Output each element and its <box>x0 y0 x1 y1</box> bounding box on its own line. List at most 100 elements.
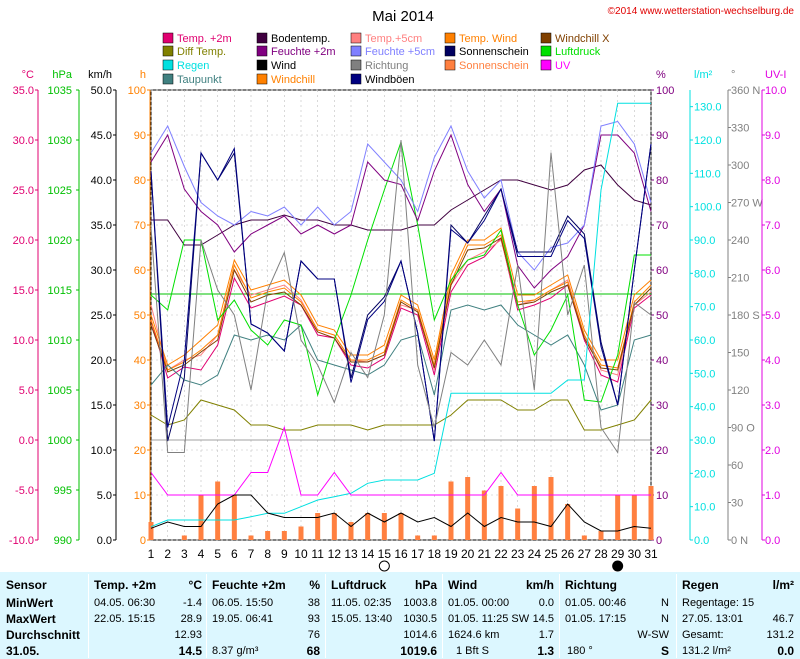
wind-axis-tick: 50.0 <box>91 85 112 97</box>
legend-label: UV <box>555 60 571 72</box>
x-axis-days: 1 2 3 4 5 6 7 8 9 10 11 12 13 14 15 16 17 18 19 20 21 22 23 24 2… <box>148 547 658 572</box>
rain-axis-tick: 40.0 <box>694 402 715 414</box>
series-line-windb-en <box>150 143 652 442</box>
direction-axis-tick: 150 <box>731 348 749 360</box>
rain-current-value: 0.0 <box>777 644 794 658</box>
wind-axis-tick: 15.0 <box>91 400 112 412</box>
direction-axis-tick: 360 N <box>731 85 760 97</box>
pressure-axis-tick: 995 <box>54 485 72 497</box>
chart-title: Mai 2014 <box>372 8 434 25</box>
humidity-axis-tick: 10 <box>656 490 668 502</box>
hours-axis-tick: 70 <box>134 220 146 232</box>
hours-axis-tick: 80 <box>134 175 146 187</box>
legend-label: Temp. Wind <box>459 33 517 45</box>
x-tick-label: 9 <box>281 547 288 561</box>
sunshine-bar <box>365 513 371 540</box>
x-tick-label: 29 <box>611 547 625 561</box>
legend-swatch <box>350 45 362 57</box>
sunshine-bar <box>498 486 504 540</box>
legend-label: Sonnenschein <box>459 46 529 58</box>
temp-max-value: 28.9 <box>180 613 202 625</box>
uv-axis-tick: 9.0 <box>765 130 780 142</box>
temp-axis-tick: 10.0 <box>13 335 34 347</box>
legend-label: Windchill X <box>555 33 610 45</box>
temp-header: Temp. +2m <box>94 578 157 592</box>
chart-grid <box>150 89 652 541</box>
series-line-feuchte-5cm <box>150 120 652 271</box>
direction-current-value: S <box>660 644 669 658</box>
wind-avg-value: 1.7 <box>538 629 554 641</box>
hours-axis-tick: 0 <box>140 535 146 547</box>
humidity-min-time: 06.05. 15:50 <box>212 597 274 609</box>
x-tick-label: 8 <box>264 547 271 561</box>
legend-swatch <box>256 45 268 57</box>
pressure-min-value: 1003.8 <box>403 597 437 609</box>
temp-max-time: 22.05. 15:15 <box>94 613 156 625</box>
direction-axis-tick: 90 O <box>731 423 755 435</box>
legend-swatch <box>350 59 362 71</box>
x-tick-label: 4 <box>198 547 205 561</box>
legend-swatch <box>256 73 268 85</box>
legend-swatch <box>256 32 268 44</box>
sunshine-bar <box>331 513 337 540</box>
sunshine-bar <box>515 508 521 540</box>
pressure-axis-tick: 1020 <box>48 235 72 247</box>
pressure-unit: hPa <box>414 578 437 592</box>
sunshine-bar <box>298 526 304 540</box>
humidity-current-value: 68 <box>306 644 320 658</box>
x-tick-label: 15 <box>378 547 392 561</box>
rain-header: Regen <box>682 578 719 592</box>
rain-axis-tick: 110.0 <box>694 168 721 180</box>
hours-axis-unit: h <box>140 69 146 81</box>
humidity-max-time: 19.05. 06:41 <box>212 613 274 625</box>
humidity-axis-tick: 100 <box>656 85 674 97</box>
sunshine-bar <box>215 481 221 540</box>
legend-swatch <box>162 32 174 44</box>
legend-swatch <box>444 32 456 44</box>
sensor-header: Sensor <box>6 578 47 592</box>
wind-axis-tick: 40.0 <box>91 175 112 187</box>
wind-beaufort: 1 Bft S <box>456 645 490 657</box>
legend-label: Windchill <box>271 74 315 86</box>
x-tick-label: 1 <box>148 547 155 561</box>
legend-label: Feuchte +2m <box>271 46 336 58</box>
hours-axis-tick: 10 <box>134 490 146 502</box>
rain-axis-tick: 100.0 <box>694 202 722 214</box>
uv-axis-tick: 2.0 <box>765 445 780 457</box>
sunshine-bar <box>148 522 154 540</box>
table-col-pressure: Luftdruck hPa 11.05. 02:35 1003.8 15.05.… <box>329 574 439 658</box>
legend-swatch <box>350 73 362 85</box>
legend-swatch <box>444 59 456 71</box>
x-tick-label: 6 <box>231 547 238 561</box>
temp-min-value: -1.4 <box>183 597 202 609</box>
rain-max-time: 27.05. 13:01 <box>682 613 744 625</box>
temp-axis-tick: 5.0 <box>19 385 34 397</box>
rain-axis-tick: 70.0 <box>694 302 715 314</box>
uv-axis-unit: UV-I <box>765 69 786 81</box>
pressure-header: Luftdruck <box>331 578 387 592</box>
hours-axis-tick: 60 <box>134 265 146 277</box>
series-line-richtung <box>150 139 652 454</box>
legend-swatch <box>540 32 552 44</box>
rain-axis-tick: 50.0 <box>694 368 715 380</box>
temp-avg-value: 12.93 <box>174 629 202 641</box>
legend-swatch <box>540 59 552 71</box>
legend-swatch <box>540 45 552 57</box>
pressure-max-time: 15.05. 13:40 <box>331 613 393 625</box>
wind-axis-unit: km/h <box>88 69 112 81</box>
humidity-abs-value: 8.37 g/m³ <box>212 645 259 657</box>
wind-axis-tick: 5.0 <box>97 490 112 502</box>
legend-label: Wind <box>271 60 296 72</box>
wind-min-value: 0.0 <box>538 597 554 609</box>
x-tick-label: 18 <box>428 547 442 561</box>
temp-axis-tick: 15.0 <box>13 285 34 297</box>
sunshine-bar <box>281 531 287 540</box>
sunshine-bar <box>381 513 387 540</box>
legend-swatch <box>162 59 174 71</box>
humidity-axis-tick: 90 <box>656 130 668 142</box>
chart-header: Mai 2014 ©2014 www.wetterstation-wechselb… <box>162 6 794 86</box>
temp-min-time: 04.05. 06:30 <box>94 597 156 609</box>
pressure-axis-tick: 1015 <box>48 285 72 297</box>
wind-axis-tick: 30.0 <box>91 265 112 277</box>
sunshine-bar <box>648 486 654 540</box>
